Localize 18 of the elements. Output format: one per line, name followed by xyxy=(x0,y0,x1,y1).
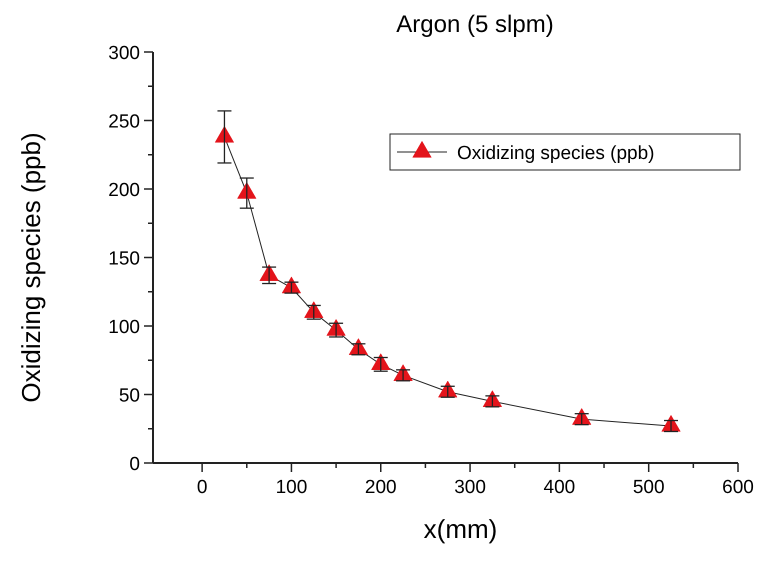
y-axis-title: Oxidizing species (ppb) xyxy=(16,132,46,403)
y-tick-label: 150 xyxy=(108,248,140,270)
y-tick-label: 250 xyxy=(108,112,140,132)
x-tick-label: 100 xyxy=(276,477,308,498)
x-tick-label: 500 xyxy=(632,477,665,498)
x-tick-label: 300 xyxy=(454,477,486,498)
y-tick-label: 0 xyxy=(129,454,140,475)
x-tick-label: 0 xyxy=(196,477,208,498)
legend-label: Oxidizing species (ppb) xyxy=(457,143,654,164)
y-tick-label: 200 xyxy=(108,180,140,201)
x-axis-title: x(mm) xyxy=(424,514,498,544)
x-tick-label: 400 xyxy=(544,477,576,498)
chart-title: Argon (5 slpm) xyxy=(396,11,554,38)
y-tick-label: 50 xyxy=(118,386,140,406)
y-tick-label: 300 xyxy=(108,43,140,64)
x-tick-label: 600 xyxy=(722,477,754,498)
y-tick-label: 100 xyxy=(108,317,140,338)
x-tick-label: 200 xyxy=(364,477,397,498)
